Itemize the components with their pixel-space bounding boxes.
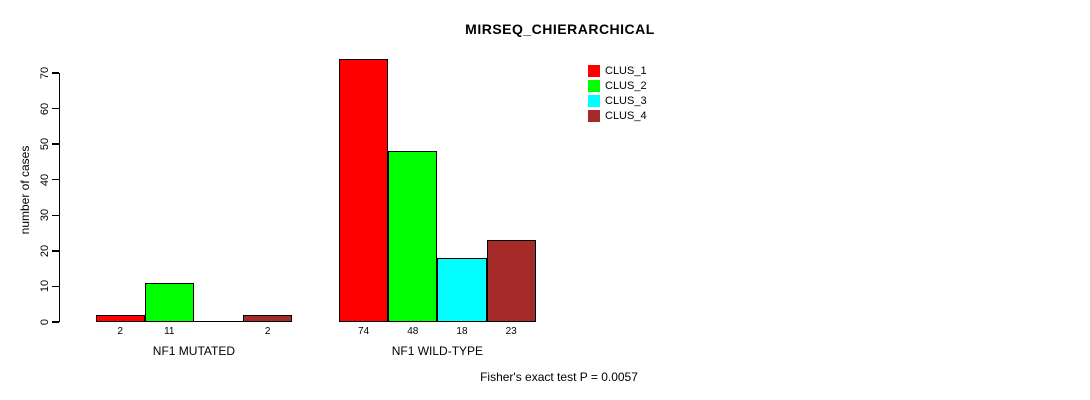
x-group-label: NF1 MUTATED <box>152 344 235 358</box>
legend-swatch-icon <box>588 79 600 92</box>
y-axis-line <box>58 73 60 322</box>
y-axis-tick <box>51 178 59 181</box>
legend-item: CLUS_4 <box>588 108 647 123</box>
bar-clus-4-nf1-wild-type <box>486 240 536 322</box>
bar-value-label: 74 <box>358 326 370 337</box>
legend-swatch-icon <box>588 94 600 107</box>
y-axis-tick <box>51 250 59 252</box>
bar-clus-3-nf1-mutated-zero <box>193 321 244 322</box>
y-tick-label: 20 <box>39 244 51 257</box>
bar-value-label: 48 <box>407 326 419 337</box>
legend-label: CLUS_2 <box>605 79 647 92</box>
bar-clus-1-nf1-wild-type <box>339 58 389 322</box>
bar-clus-4-nf1-mutated <box>243 314 293 322</box>
y-axis-tick <box>51 214 59 217</box>
legend: CLUS_1 CLUS_2 CLUS_3 CLUS_4 <box>588 63 647 123</box>
y-tick-label: 50 <box>39 138 51 151</box>
y-axis-tick <box>51 72 59 74</box>
y-axis-tick <box>51 321 59 323</box>
bar-clus-2-nf1-mutated <box>144 282 194 322</box>
y-axis-tick <box>51 107 59 110</box>
bar-clus-3-nf1-wild-type <box>437 257 487 322</box>
y-tick-label: 0 <box>39 318 51 326</box>
legend-item: CLUS_3 <box>588 93 647 108</box>
legend-swatch-icon <box>588 109 600 122</box>
bar-value-label: 11 <box>164 326 175 337</box>
stat-test-annotation: Fisher's exact test P = 0.0057 <box>480 370 638 384</box>
y-tick-label: 30 <box>39 209 51 222</box>
bar-value-label: 2 <box>117 326 123 337</box>
y-tick-label: 70 <box>39 66 51 80</box>
bar-value-label: 23 <box>505 326 517 337</box>
legend-swatch-icon <box>588 64 600 77</box>
y-tick-label: 10 <box>39 280 51 293</box>
bar-value-label: 18 <box>456 326 468 337</box>
bar-clus-1-nf1-mutated <box>95 314 145 322</box>
chart-title: MIRSEQ_CHIERARCHICAL <box>465 21 655 37</box>
y-tick-label: 40 <box>39 173 51 186</box>
y-tick-label: 60 <box>39 102 51 115</box>
legend-label: CLUS_4 <box>605 109 647 122</box>
legend-item: CLUS_1 <box>588 63 647 78</box>
legend-label: CLUS_3 <box>605 94 647 107</box>
legend-label: CLUS_1 <box>605 64 647 77</box>
bar-clus-2-nf1-wild-type <box>388 151 438 322</box>
y-axis-tick <box>51 285 59 288</box>
y-axis-tick <box>51 143 59 145</box>
legend-item: CLUS_2 <box>588 78 647 93</box>
bar-value-label: 2 <box>264 326 271 337</box>
x-group-label: NF1 WILD-TYPE <box>391 344 484 358</box>
